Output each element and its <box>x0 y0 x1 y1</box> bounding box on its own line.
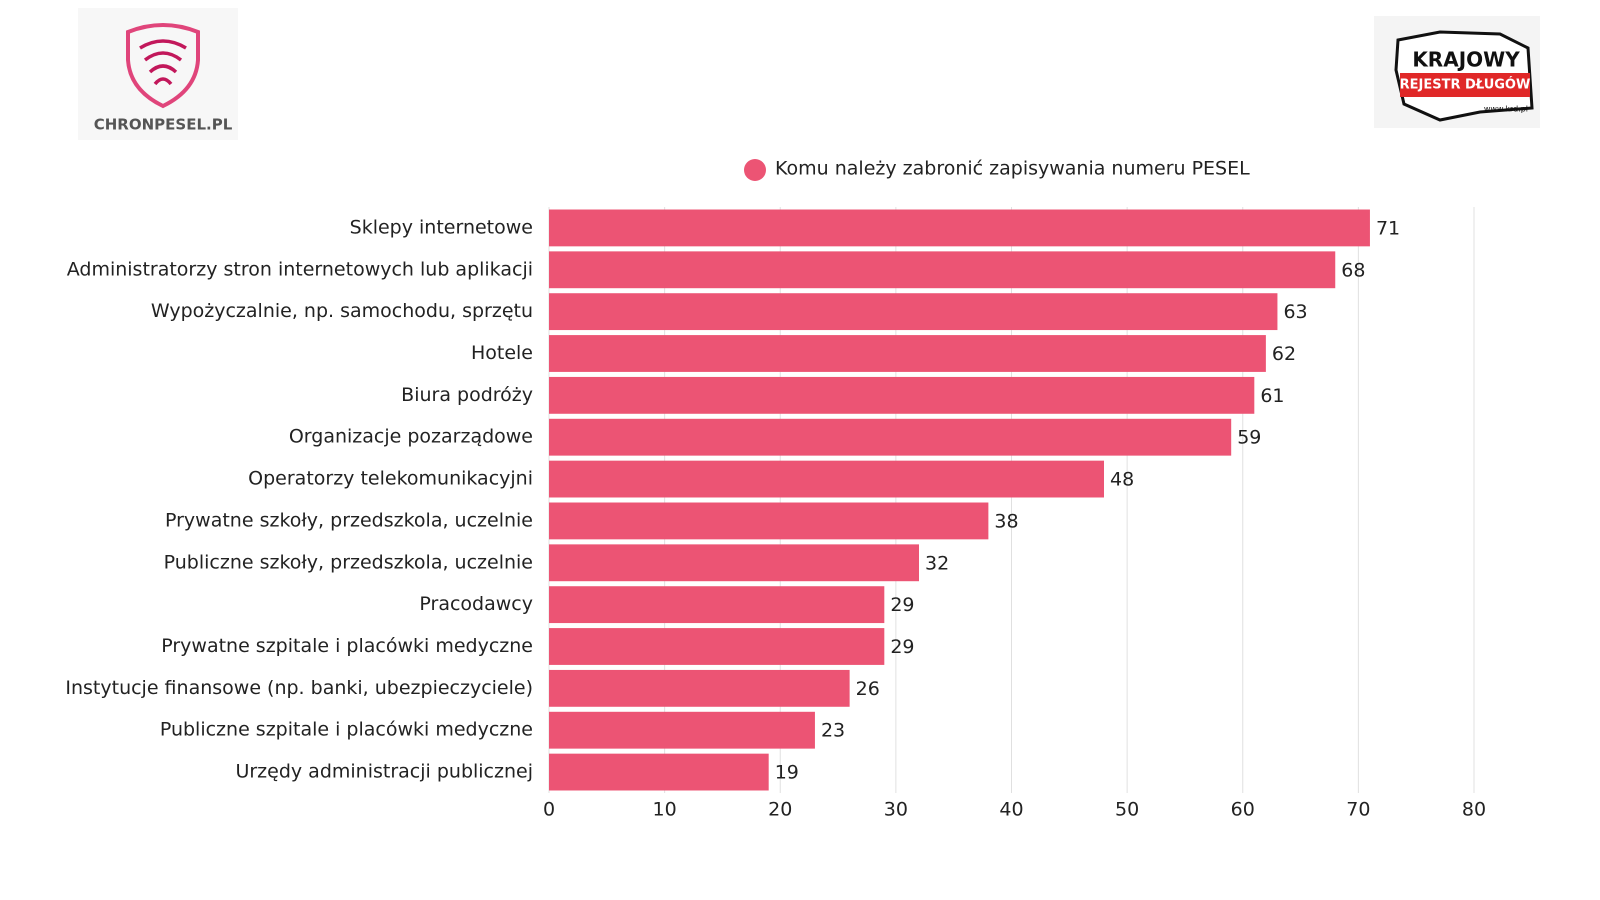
y-tick-label: Instytucje finansowe (np. banki, ubezpie… <box>65 677 533 699</box>
y-tick-label: Publiczne szkoły, przedszkola, uczelnie <box>164 551 533 573</box>
logo-url: www.krd.pl <box>1484 105 1528 114</box>
value-label: 38 <box>994 510 1018 532</box>
bar <box>549 251 1336 289</box>
logo-bg <box>78 8 238 140</box>
bar <box>549 753 769 791</box>
y-tick-label: Hotele <box>471 342 533 364</box>
bar <box>549 628 885 665</box>
x-tick-label: 70 <box>1346 799 1370 821</box>
y-tick-label: Publiczne szpitale i placówki medyczne <box>160 719 533 741</box>
bar <box>549 669 850 707</box>
y-tick-label: Administratorzy stron internetowych lub … <box>67 258 533 280</box>
logo-text: CHRONPESEL.PL <box>94 116 233 134</box>
value-label: 48 <box>1110 469 1134 491</box>
x-tick-label: 30 <box>884 799 908 821</box>
y-tick-label: Sklepy internetowe <box>350 216 533 238</box>
y-tick-label: Pracodawcy <box>419 593 533 615</box>
y-tick-label: Operatorzy telekomunikacyjni <box>248 468 533 490</box>
x-tick-label: 0 <box>543 799 555 821</box>
bar <box>549 460 1104 498</box>
bar <box>549 293 1278 331</box>
y-tick-label: Wypożyczalnie, np. samochodu, sprzętu <box>151 300 533 322</box>
bar <box>549 502 989 540</box>
value-label: 23 <box>821 720 845 742</box>
y-tick-label: Prywatne szkoły, przedszkola, uczelnie <box>165 509 533 531</box>
bar <box>549 586 885 624</box>
value-label: 71 <box>1376 217 1400 239</box>
value-label: 32 <box>925 552 949 574</box>
value-label: 26 <box>856 678 880 700</box>
x-tick-label: 50 <box>1115 799 1139 821</box>
value-label: 62 <box>1272 343 1296 365</box>
bar <box>549 376 1255 414</box>
y-tick-label: Biura podróży <box>401 384 533 406</box>
x-tick-label: 60 <box>1231 799 1255 821</box>
logo-subtitle: REJESTR DŁUGÓW <box>1400 77 1531 93</box>
value-label: 68 <box>1341 259 1365 281</box>
logo-left: CHRONPESEL.PL <box>78 8 238 140</box>
logo-right: KRAJOWY REJESTR DŁUGÓW www.krd.pl <box>1374 16 1540 128</box>
value-label: 61 <box>1260 385 1284 407</box>
x-tick-label: 40 <box>999 799 1023 821</box>
bar <box>549 711 815 749</box>
value-label: 29 <box>890 636 914 658</box>
bar <box>549 335 1266 372</box>
logo-shield <box>126 23 200 109</box>
bar <box>549 209 1370 247</box>
value-label: 59 <box>1237 427 1261 449</box>
bar <box>549 418 1232 456</box>
y-tick-label: Urzędy administracji publicznej <box>235 761 533 783</box>
y-tick-label: Prywatne szpitale i placówki medyczne <box>161 635 533 657</box>
x-tick-label: 10 <box>653 799 677 821</box>
logo-title: KRAJOWY <box>1412 48 1520 72</box>
y-tick-label: Organizacje pozarządowe <box>289 426 533 448</box>
legend-marker <box>744 159 766 181</box>
value-label: 19 <box>775 762 799 784</box>
logo-print <box>139 39 187 86</box>
bar <box>549 544 919 582</box>
value-label: 29 <box>890 594 914 616</box>
logo-banner <box>1400 73 1530 97</box>
legend-label: Komu należy zabronić zapisywania numeru … <box>775 158 1250 180</box>
x-tick-label: 20 <box>768 799 792 821</box>
x-tick-label: 80 <box>1462 799 1486 821</box>
value-label: 63 <box>1283 301 1307 323</box>
